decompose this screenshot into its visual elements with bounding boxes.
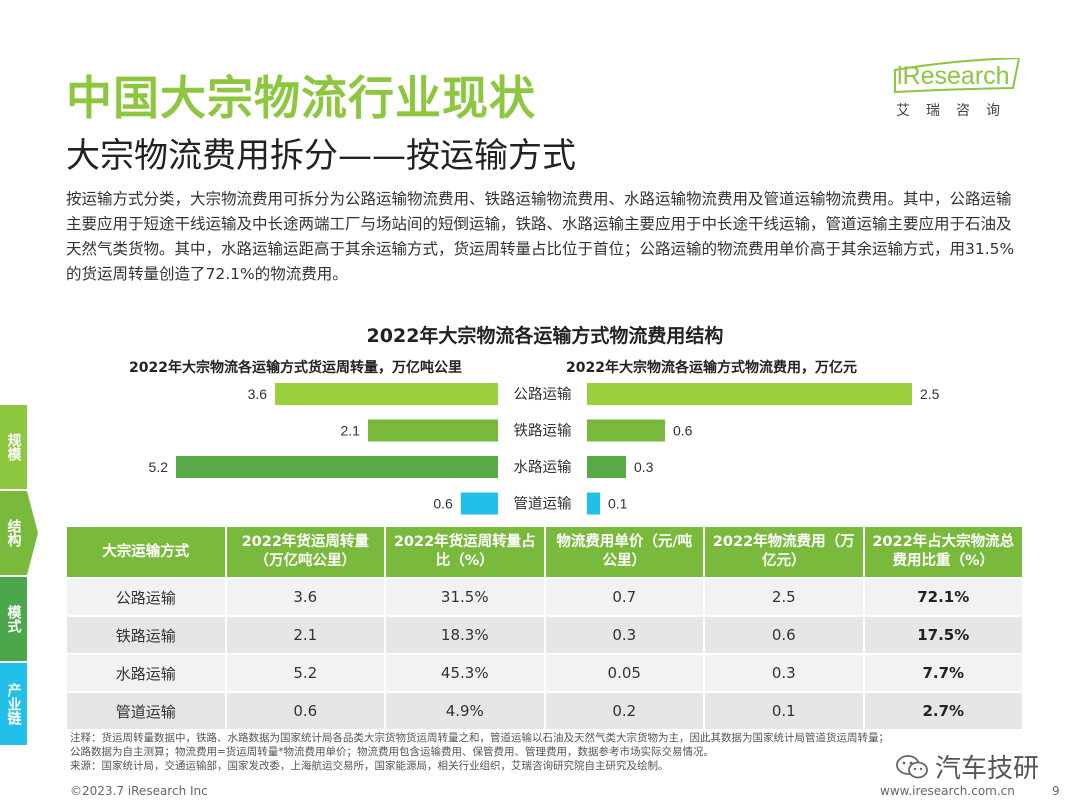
iresearch-logo: iResearch 艾瑞咨询 [893,58,1023,124]
side-tab-label: 结构 [5,519,22,547]
right-bar-value-label: 0.1 [608,496,628,512]
watermark: 汽车技研 [895,748,1039,785]
note-line: 公路数据为自主测算；物流费用=货运周转量*物流费用单价；物流费用包含运输费用、保… [70,746,715,758]
table-cell: 公路运输 [67,579,225,615]
intro-paragraph: 按运输方式分类，大宗物流费用可拆分为公路运输物流费用、铁路运输物流费用、水路运输… [66,190,1015,283]
left-bar [367,419,498,442]
category-label-panel [502,379,583,527]
right-bar [587,383,912,405]
page-subtitle: 大宗物流费用拆分——按运输方式 [66,136,576,176]
table-cell: 45.3% [386,655,544,691]
right-chart-subtitle: 2022年大宗物流各运输方式物流费用，万亿元 [566,360,857,376]
chart-title: 2022年大宗物流各运输方式物流费用结构 [366,325,724,347]
logo-chinese-name: 艾瑞咨询 [896,103,1016,119]
right-bar-value-label: 0.6 [673,423,693,439]
table-cell: 2.1 [226,617,384,653]
table-cell: 7.7% [864,655,1022,691]
left-bar-value-label: 3.6 [248,386,268,402]
copyright: ©2023.7 iResearch Inc [70,784,208,798]
table-header: 2022年货运周转量（万亿吨公里） [226,527,384,577]
table-cell: 2.7% [864,693,1022,729]
left-bar-value-label: 2.1 [340,423,360,439]
side-tab-scale[interactable]: 规模 [0,405,27,489]
side-tab-industry-chain[interactable]: 产业链 [0,663,27,745]
wechat-icon [896,754,928,778]
table-cell: 0.1 [705,693,863,729]
table-cell: 0.3 [705,655,863,691]
logo-wordmark: iResearch [897,62,1010,90]
left-bar [176,456,498,478]
table-cell: 3.6 [226,579,384,615]
right-bar [587,456,626,478]
table-cell: 0.6 [226,693,384,729]
table-header: 2022年占大宗物流总费用比重（%） [864,527,1022,577]
table-row: 公路运输 3.6 31.5% 0.7 2.5 72.1% [67,579,1022,615]
table-cell: 72.1% [864,579,1022,615]
right-bar [587,419,665,442]
table-header-row: 大宗运输方式 2022年货运周转量（万亿吨公里） 2022年货运周转量占比（%）… [67,527,1022,577]
left-bar-value-label: 5.2 [149,459,169,475]
category-label: 水路运输 [514,459,572,476]
left-bar [460,492,498,515]
table-cell: 铁路运输 [67,617,225,653]
table-header: 2022年货运周转量占比（%） [386,527,544,577]
table-cell: 管道运输 [67,693,225,729]
table-cell: 0.7 [545,579,703,615]
left-bar-value-label: 0.6 [433,496,453,512]
left-chart-subtitle: 2022年大宗物流各运输方式货运周转量，万亿吨公里 [129,360,462,376]
left-bar [275,383,498,405]
right-bar-value-label: 2.5 [920,386,940,402]
category-label: 铁路运输 [514,423,572,440]
table-header: 大宗运输方式 [67,527,225,577]
logo-swoosh-icon [894,58,1021,94]
side-tab-label: 产业链 [5,683,22,725]
table-row: 铁路运输 2.1 18.3% 0.3 0.6 17.5% [67,617,1022,653]
side-tab-label: 规模 [5,433,22,461]
table-row: 水路运输 5.2 45.3% 0.05 0.3 7.7% [67,655,1022,691]
table-cell: 2.5 [705,579,863,615]
logistics-cost-table: 大宗运输方式 2022年货运周转量（万亿吨公里） 2022年货运周转量占比（%）… [65,525,1024,731]
table-header: 2022年物流费用（万亿元） [705,527,863,577]
page-title: 中国大宗物流行业现状 [66,71,536,125]
table-cell: 18.3% [386,617,544,653]
right-bar-value-label: 0.3 [634,459,654,475]
butterfly-bar-chart: 3.6 2.5 公路运输 2.1 0.6 铁路运输 5.2 0.3 水路运输 0.6 0.1 管道运输 [148,379,940,527]
table-cell: 0.3 [545,617,703,653]
right-bar [587,492,600,515]
table-cell: 17.5% [864,617,1022,653]
category-label: 管道运输 [514,496,572,513]
footnotes: 注释：货运周转量数据中，铁路、水路数据为国家统计局各品类大宗货物货运周转量之和，… [70,731,1030,773]
table-cell: 0.2 [545,693,703,729]
table-cell: 31.5% [386,579,544,615]
table-cell: 0.6 [705,617,863,653]
side-tab-mode[interactable]: 模式 [0,577,27,661]
table-cell: 5.2 [226,655,384,691]
table-row: 管道运输 0.6 4.9% 0.2 0.1 2.7% [67,693,1022,729]
side-tab-label: 模式 [5,605,22,633]
table-header: 物流费用单价（元/吨公里） [545,527,703,577]
watermark-text: 汽车技研 [935,754,1040,784]
note-line: 注释：货运周转量数据中，铁路、水路数据为国家统计局各品类大宗货物货运周转量之和，… [70,732,889,744]
category-label: 公路运输 [514,386,572,403]
page-number: 9 [1052,784,1060,798]
table-cell: 4.9% [386,693,544,729]
website-link[interactable]: www.iresearch.com.cn [880,784,1015,798]
source-line: 来源：国家统计局，交通运输部，国家发改委，上海航运交易所，国家能源局，相关行业组… [70,760,669,772]
table-cell: 0.05 [545,655,703,691]
table-cell: 水路运输 [67,655,225,691]
